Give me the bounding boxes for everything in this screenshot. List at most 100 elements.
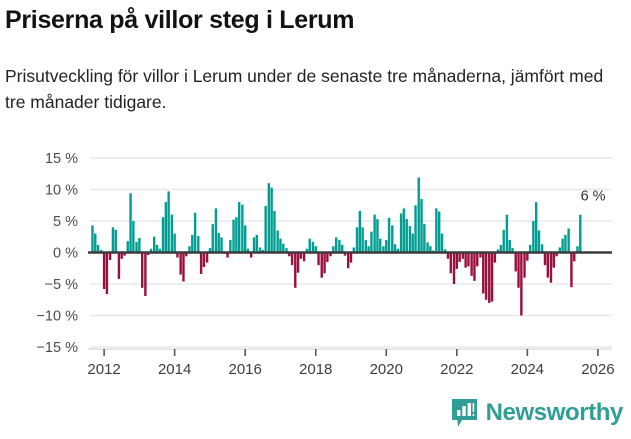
y-axis-labels: 15 % 10 % 5 % 0 % −5 % −10 % −15 % — [36, 151, 78, 356]
bar — [385, 239, 388, 253]
bar — [282, 243, 285, 253]
bar — [258, 247, 262, 253]
bar — [170, 214, 174, 253]
bar — [308, 238, 311, 253]
bar — [126, 241, 129, 253]
bar — [426, 242, 429, 253]
bar — [138, 238, 141, 253]
bar — [232, 219, 235, 253]
bar — [255, 234, 259, 253]
bar — [526, 252, 529, 261]
bar — [199, 252, 203, 274]
bar — [288, 252, 291, 257]
bar — [267, 183, 271, 253]
bar — [455, 252, 459, 269]
x-axis-tick-label: 2022 — [440, 361, 473, 378]
bar — [94, 233, 97, 253]
y-axis-tick-label: 15 % — [45, 151, 78, 167]
bar — [243, 225, 247, 253]
bar — [188, 246, 191, 253]
bar — [352, 247, 356, 253]
bar — [302, 252, 306, 262]
page-title: Priserna på villor steg i Lerum — [5, 6, 355, 34]
bar — [185, 252, 188, 257]
bar — [561, 238, 564, 253]
bar — [161, 217, 165, 253]
bar — [241, 204, 244, 253]
x-axis: 2012 2014 2016 2018 2020 2022 2024 2026 — [87, 348, 615, 378]
bar — [402, 208, 406, 253]
bar — [534, 202, 538, 253]
bar — [573, 252, 576, 262]
bar — [579, 214, 582, 253]
bar — [464, 252, 467, 268]
bar — [435, 208, 438, 253]
bar — [273, 210, 276, 253]
bar — [270, 187, 273, 253]
bar — [197, 236, 200, 253]
bar — [173, 233, 176, 253]
chart-svg: 15 %10 %5 %0 %−5 %−10 %−15 % 2012 2014 201… — [36, 151, 615, 378]
bar — [152, 236, 156, 253]
bar — [484, 252, 488, 300]
bar — [120, 252, 123, 259]
bar-chart: 15 % 10 % 5 % 0 % −5 % −10 % −15 % 2012 2014 201… — [0, 140, 631, 390]
bar — [164, 202, 168, 253]
y-axis-tick-label: 10 % — [45, 183, 78, 199]
bar — [391, 225, 394, 253]
bar — [364, 239, 368, 253]
bar — [387, 217, 391, 253]
bar — [129, 193, 132, 253]
bar — [558, 247, 561, 253]
bar — [191, 234, 194, 253]
bar — [502, 229, 505, 253]
bar — [296, 252, 300, 273]
y-axis-tick-label: −10 % — [36, 309, 78, 325]
bar — [305, 248, 309, 253]
bar — [323, 252, 326, 274]
bar — [570, 252, 573, 288]
bar — [470, 252, 473, 276]
bar — [91, 225, 94, 253]
bar — [220, 237, 223, 253]
bar — [467, 252, 470, 267]
bar — [452, 252, 456, 284]
bar — [543, 252, 547, 266]
x-axis-tick-label: 2026 — [581, 361, 614, 378]
bar — [346, 252, 350, 269]
bar — [193, 212, 197, 253]
bar — [340, 244, 344, 253]
bar — [393, 244, 397, 253]
bar — [158, 248, 162, 253]
y-axis-tick-label: 0 % — [53, 246, 78, 262]
bar-chart-speech-bubble-icon — [451, 399, 477, 427]
bar — [496, 249, 500, 253]
bar — [279, 238, 282, 253]
y-axis-tick-label: 5 % — [53, 214, 78, 230]
bar — [373, 214, 376, 253]
bar — [105, 252, 109, 295]
newsworthy-logo[interactable]: Newsworthy — [451, 398, 623, 428]
bar — [367, 246, 370, 253]
page-subtitle: Prisutveckling för villor i Lerum under … — [5, 66, 604, 112]
bar — [246, 248, 250, 253]
bar — [338, 239, 341, 253]
bar — [488, 252, 491, 303]
bar — [132, 221, 135, 253]
bar — [208, 248, 212, 253]
bar — [555, 252, 558, 257]
bar — [361, 227, 364, 253]
bar — [479, 252, 482, 258]
bar — [576, 246, 579, 253]
bar — [399, 213, 403, 253]
bar — [355, 227, 359, 253]
bar — [332, 246, 335, 253]
bar — [417, 177, 420, 253]
bar — [379, 238, 382, 253]
bar — [370, 231, 373, 253]
bar — [549, 252, 553, 283]
bar — [252, 237, 256, 253]
bar — [299, 252, 303, 259]
bar — [149, 248, 153, 253]
